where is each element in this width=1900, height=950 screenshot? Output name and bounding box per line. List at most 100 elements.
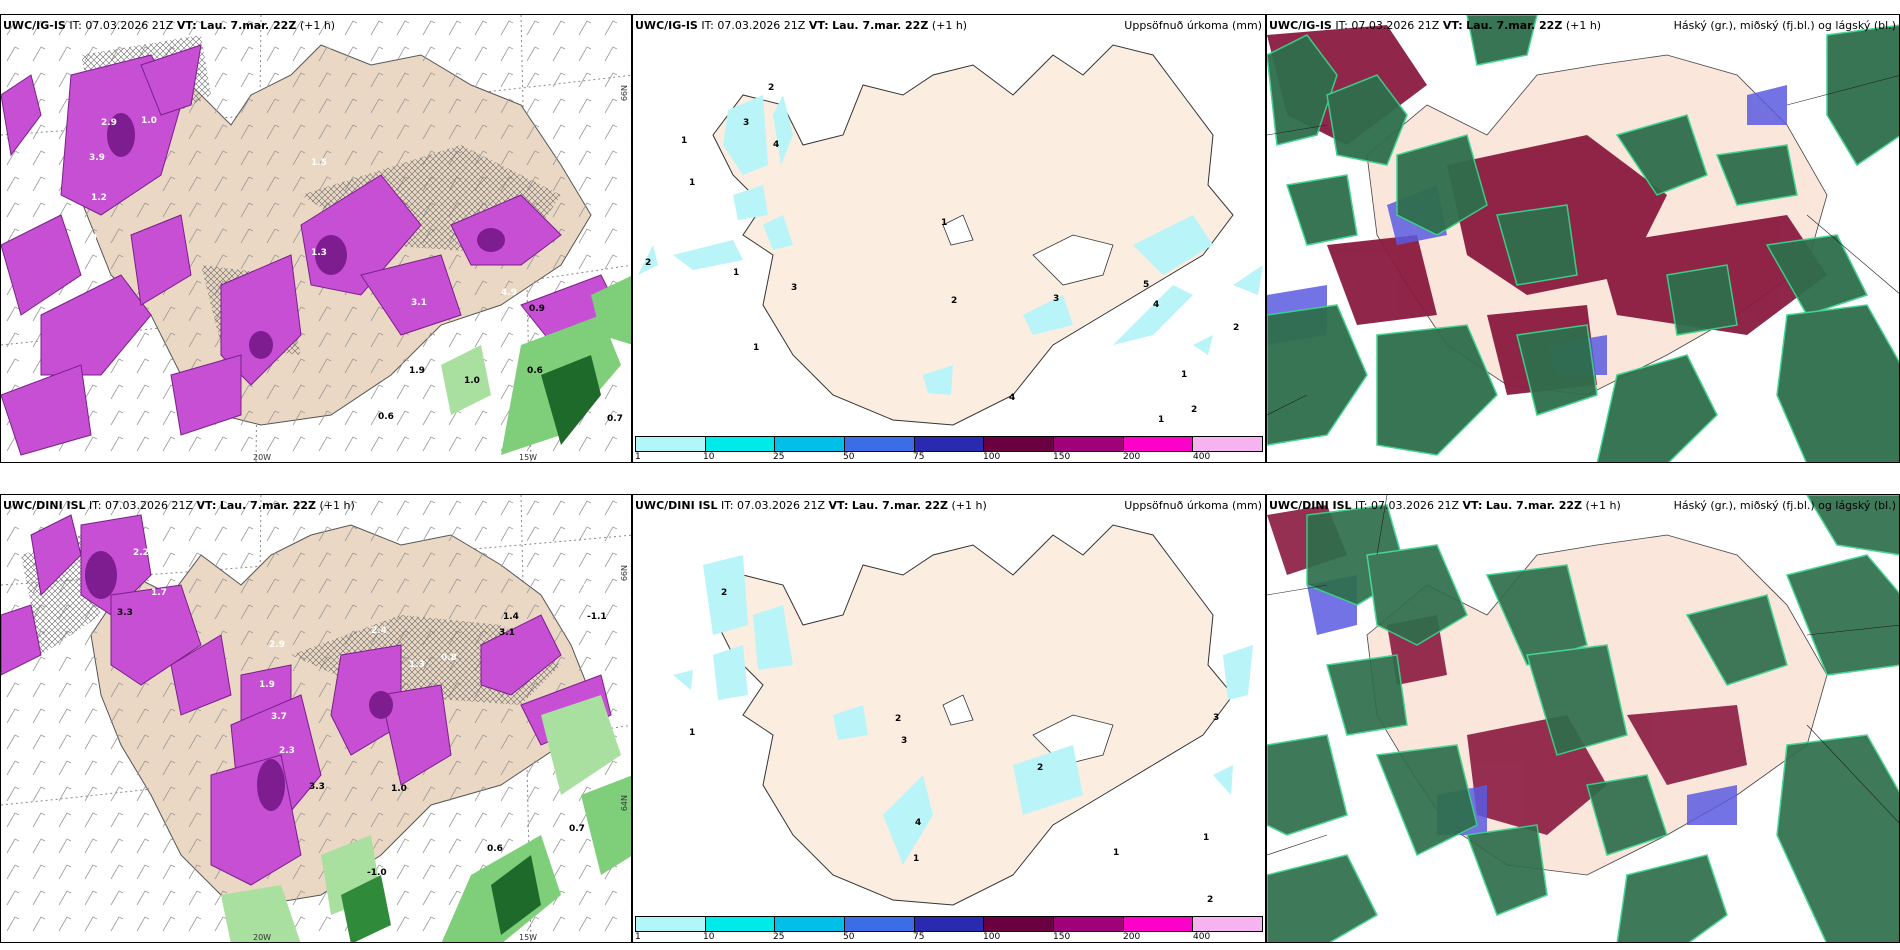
lon-label: 20W: [253, 933, 272, 942]
val-label: 2.3: [279, 746, 295, 756]
cbar-seg: [636, 917, 706, 931]
map-clouds-ig-is: [1267, 15, 1899, 462]
val-label: 3.1: [499, 628, 515, 638]
val-label: 1: [1113, 848, 1119, 858]
map-accum-precip-ig-is: 2 3 1 4 1 2 1 3 1 1 2 5 4 3 2 1 4 2 1: [638, 44, 1263, 426]
cbar-seg: [1123, 437, 1194, 451]
val-label: 1.3: [311, 248, 327, 258]
val-label: 4: [773, 140, 779, 150]
cbar-label: 150: [1053, 452, 1071, 462]
panel-title: UWC/DINI ISL IT: 07.03.2026 21Z VT: Lau.…: [635, 499, 987, 512]
cbar-label: 400: [1193, 932, 1211, 942]
iceland-land: [712, 44, 1234, 426]
cbar-label: 75: [913, 452, 925, 462]
map-precip-wind-dini: 2.2 1.7 2.9 1.9 3.7 2.3 2.4 1.3 0.8 2.0 …: [1, 495, 631, 942]
val-label: 2.9: [81, 233, 97, 243]
val-label: 2: [721, 588, 727, 598]
lon-label: 20W: [253, 453, 272, 462]
cbar-label: 10: [703, 932, 715, 942]
val-label: 4: [915, 818, 921, 828]
val-label: 3: [791, 283, 797, 293]
val-label: 2: [1191, 405, 1197, 415]
val-label: 0.7: [569, 824, 585, 834]
cbar-seg: [1193, 917, 1263, 931]
val-label: 3: [901, 736, 907, 746]
precip-colorbar: 1 10 25 50 75 100 150 200 400: [633, 914, 1265, 942]
cbar-seg: [984, 437, 1055, 451]
val-label: 4.9: [501, 288, 517, 298]
val-label: 5: [1143, 280, 1149, 290]
val-label: -1.1: [587, 612, 607, 622]
val-label: 2: [768, 83, 774, 93]
val-label: 2: [1037, 763, 1043, 773]
val-label: 1.2: [91, 193, 107, 203]
cbar-label: 50: [843, 932, 855, 942]
map-accum-precip-dini: 2 1 3 2 4 1 2 3 1 2 1: [673, 524, 1253, 906]
val-label: 1: [1158, 415, 1164, 425]
iceland-land: [712, 524, 1234, 906]
cbar-label: 1: [635, 452, 641, 462]
val-label: 3: [1213, 713, 1219, 723]
panel-precip-wind-dini: 2.2 1.7 2.9 1.9 3.7 2.3 2.4 1.3 0.8 2.0 …: [0, 494, 632, 943]
val-label: 2: [951, 296, 957, 306]
precip-colorbar: 1 10 25 50 75 100 150 200 400: [633, 434, 1265, 462]
panel-precip-wind-ig-is: 1.0 2.9 3.9 1.2 2.9 1.5 1.3 3.1 2.4 4.9 …: [0, 14, 632, 463]
cbar-label: 200: [1123, 452, 1141, 462]
val-label: 2: [1233, 323, 1239, 333]
cbar-seg: [1054, 437, 1124, 451]
lat-label: 64N: [620, 795, 629, 812]
val-label: 3.9: [89, 153, 105, 163]
val-label: 3.1: [411, 298, 427, 308]
panel-accum-precip-dini: 2 1 3 2 4 1 2 3 1 2 1 UWC/DINI ISL IT: 0…: [632, 494, 1266, 943]
val-label: 0.7: [607, 414, 623, 424]
val-label: -1.0: [367, 868, 387, 878]
val-label: 0.6: [487, 844, 503, 854]
val-label: 4: [1009, 393, 1015, 403]
val-label: 3.3: [117, 608, 133, 618]
val-label: 1: [689, 178, 695, 188]
val-label: 0.6: [378, 412, 394, 422]
lat-label: 66N: [620, 85, 629, 102]
cbar-label: 400: [1193, 452, 1211, 462]
val-label: 1.9: [409, 366, 425, 376]
cbar-label: 50: [843, 452, 855, 462]
val-label: 1: [689, 728, 695, 738]
lat-label: 66N: [620, 565, 629, 582]
val-label: 1.4: [503, 612, 519, 622]
panel-title: UWC/DINI ISL IT: 07.03.2026 21Z VT: Lau.…: [1269, 499, 1621, 512]
val-label: 1: [1181, 370, 1187, 380]
panel-title: UWC/DINI ISL IT: 07.03.2026 21Z VT: Lau.…: [3, 499, 355, 512]
panel-accum-precip-ig-is: 2 3 1 4 1 2 1 3 1 1 2 5 4 3 2 1 4 2 1 UW…: [632, 14, 1266, 463]
cbar-seg: [984, 917, 1055, 931]
cbar-seg: [775, 917, 846, 931]
cbar-seg: [705, 437, 776, 451]
panel-title: UWC/IG-IS IT: 07.03.2026 21Z VT: Lau. 7.…: [635, 19, 968, 32]
cbar-label: 100: [983, 452, 1001, 462]
cbar-seg: [705, 917, 776, 931]
panel-title: UWC/IG-IS IT: 07.03.2026 21Z VT: Lau. 7.…: [1269, 19, 1602, 32]
val-label: 2: [895, 714, 901, 724]
panel-right-title: Háský (gr.), miðský (fj.bl.) og lágský (…: [1673, 19, 1896, 32]
cbar-seg: [1054, 917, 1124, 931]
val-label: 1: [1203, 833, 1209, 843]
val-label: 2.0: [583, 583, 599, 593]
map-clouds-dini: [1267, 495, 1899, 942]
val-label: 1: [941, 218, 947, 228]
val-label: 2.9: [269, 640, 285, 650]
val-label: 0.9: [529, 304, 545, 314]
cbar-seg: [1123, 917, 1194, 931]
cbar-label: 75: [913, 932, 925, 942]
val-label: 1.0: [141, 116, 157, 126]
val-label: 4: [1153, 300, 1159, 310]
val-label: 3: [1053, 294, 1059, 304]
cbar-seg: [914, 437, 985, 451]
val-label: 1.0: [464, 376, 480, 386]
panel-right-title: Háský (gr.), miðský (fj.bl.) og lágský (…: [1673, 499, 1896, 512]
val-label: 1.5: [311, 158, 327, 168]
val-label: 1.3: [409, 660, 425, 670]
val-label: 2: [1207, 895, 1213, 905]
panel-right-title: Uppsöfnuð úrkoma (mm): [1124, 499, 1262, 512]
cbar-label: 100: [983, 932, 1001, 942]
cbar-label: 1: [635, 932, 641, 942]
val-label: 1.0: [391, 784, 407, 794]
